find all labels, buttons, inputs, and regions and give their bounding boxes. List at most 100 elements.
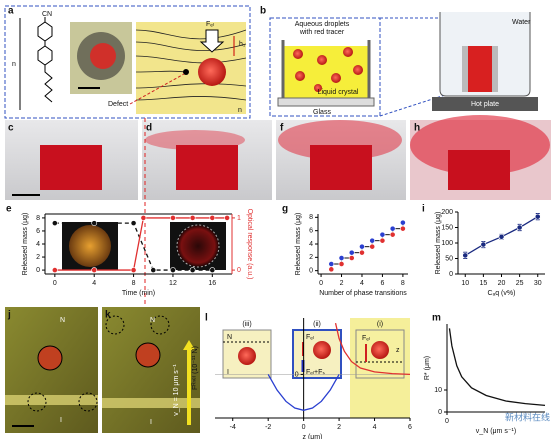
y-tick-label: 150 — [441, 224, 453, 231]
panel-label: i — [422, 204, 425, 215]
force-label: Fₑₗ — [206, 21, 214, 28]
point — [170, 215, 176, 221]
director-label: n — [12, 61, 16, 68]
y2-tick-label: 0 — [237, 267, 241, 274]
point — [130, 220, 137, 227]
x-axis-label: v_N (μm s⁻¹) — [476, 428, 516, 435]
x-axis-label: Cₐq (v%) — [488, 290, 516, 297]
series-line — [448, 328, 546, 407]
x-tick-label: 2 — [337, 424, 341, 431]
y-axis-label: R* (μm) — [424, 356, 431, 380]
frame — [269, 17, 381, 117]
point — [348, 255, 355, 261]
x-tick-label: 6 — [380, 280, 384, 287]
y-axis-label: Released mass (μg) — [22, 213, 29, 276]
y-tick-label: 200 — [441, 209, 453, 216]
series-line — [54, 217, 228, 271]
x-tick-label: 12 — [169, 280, 177, 287]
x-tick-label: 0 — [53, 280, 57, 287]
point — [399, 219, 406, 226]
panel-label: m — [432, 313, 441, 324]
region-label: (ii) — [313, 321, 321, 328]
point — [189, 215, 196, 221]
glass-label: Glass — [313, 109, 331, 116]
droplets-label: with red tracer — [299, 29, 345, 36]
ring — [37, 21, 53, 42]
y-tick-label: 8 — [36, 215, 40, 222]
x-tick-label: -4 — [230, 424, 236, 431]
field-lines — [135, 29, 247, 101]
region-label: (iii) — [242, 321, 251, 328]
x-tick-label: 0 — [302, 424, 306, 431]
point — [369, 237, 376, 244]
walls — [281, 40, 371, 98]
y-tick-label: 0 — [438, 409, 442, 416]
inset-droplet — [69, 225, 111, 267]
sample — [310, 145, 372, 190]
phase-label: I — [60, 417, 62, 424]
panel-label: j — [7, 310, 11, 321]
panel-l: l (iii) N I (ii) Fₑₗ Fₑₗ+Fₛ (i) Fₑₗ z m — [205, 313, 441, 418]
y-tick-label: 8 — [309, 214, 313, 221]
x-tick-label: 4 — [360, 280, 364, 287]
droplet — [313, 341, 331, 359]
point — [328, 266, 335, 273]
panel-label: a — [8, 6, 14, 17]
director-label: n — [238, 107, 242, 114]
panel-label: k — [105, 310, 111, 321]
sample — [176, 145, 238, 190]
droplet — [198, 58, 226, 86]
droplets — [293, 47, 363, 92]
point — [359, 249, 365, 256]
panel-label: f — [280, 123, 284, 134]
y-tick-label: 2 — [36, 254, 40, 261]
x-axis-label: Number of phase transitions — [319, 290, 407, 297]
force-arrow — [199, 29, 225, 53]
droplet — [78, 392, 98, 412]
panel-label: b — [260, 6, 266, 17]
point — [399, 225, 406, 232]
y-tick-label: 0 — [295, 371, 299, 378]
y-tick-label: 6 — [309, 228, 313, 235]
field-panel — [136, 22, 246, 114]
defect-label: Defect — [108, 101, 128, 108]
y-axis-label: Released mass (μg) — [295, 213, 302, 276]
point — [209, 267, 216, 273]
panel-label: g — [282, 204, 288, 215]
point — [348, 249, 355, 256]
y-tick-label: 0 — [309, 268, 313, 275]
phase-label: N — [227, 334, 232, 341]
panels-jk: j N I v_N = 10 μm s⁻¹ k N I — [5, 307, 200, 433]
point — [51, 220, 58, 227]
droplet — [135, 342, 161, 368]
phase-label: I — [150, 419, 152, 426]
x-tick-label: 4 — [373, 424, 377, 431]
droplets-label: Aqueous droplets — [295, 21, 350, 28]
panel-b: b Aqueous droplets with red tracer Liqui… — [260, 6, 538, 117]
point — [170, 267, 176, 273]
droplet — [37, 345, 63, 371]
x-tick-label: 8 — [132, 280, 136, 287]
x-tick-label: 6 — [408, 424, 412, 431]
hot-plate-label: Hot plate — [471, 101, 499, 108]
panel-label: e — [6, 204, 12, 215]
velocity-arrow — [183, 340, 195, 425]
water-label: Water — [512, 19, 531, 26]
panel-label: h — [414, 123, 420, 134]
x-tick-label: 2 — [340, 280, 344, 287]
series-line — [267, 374, 340, 411]
y-tick-label: 0 — [36, 267, 40, 274]
panel-label: c — [8, 123, 14, 134]
x-tick-label: 4 — [92, 280, 96, 287]
panel-a: a CN n Fₑₗ h₁ Defect n — [4, 5, 251, 119]
z-label: z — [396, 347, 400, 354]
x-tick-label: 0 — [319, 280, 323, 287]
droplet — [371, 341, 389, 359]
point — [389, 231, 396, 238]
y2-tick-label: 1 — [237, 215, 241, 222]
plume — [410, 115, 550, 175]
x-tick-label: 8 — [401, 280, 405, 287]
x-axis-label: Time (min) — [122, 290, 155, 297]
force-label: Fₑₗ — [362, 335, 370, 342]
force-label: Fₑₗ+Fₛ — [306, 369, 325, 376]
